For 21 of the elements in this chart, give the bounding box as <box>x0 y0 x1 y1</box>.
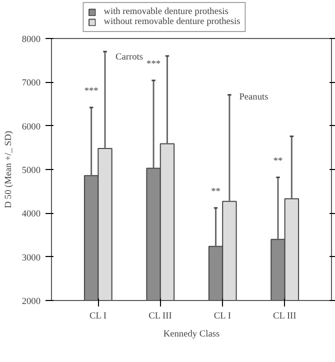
legend-label: with removable denture prothesis <box>104 7 228 17</box>
y-tick-label: 6000 <box>22 122 41 132</box>
x-axis-title: Kennedy Class <box>163 330 220 340</box>
annotation: Carrots <box>116 52 144 62</box>
y-tick-label: 8000 <box>22 35 41 45</box>
x-tick-label: CL I <box>214 312 231 322</box>
annotation: Peanuts <box>239 92 269 102</box>
annotation: *** <box>84 86 99 96</box>
x-tick-label: CL III <box>148 312 172 322</box>
y-tick-label: 2000 <box>22 297 41 307</box>
x-tick-label: CL III <box>273 312 296 322</box>
y-tick-label: 4000 <box>22 210 41 220</box>
y-tick-label: 3000 <box>22 253 41 264</box>
y-tick-label: 5000 <box>22 166 41 176</box>
annotation: *** <box>146 59 161 70</box>
annotation: ** <box>273 156 283 166</box>
legend-label: without removable denture prothesis <box>104 17 240 27</box>
y-axis-title: D 50 (Mean +/_ SD) <box>4 130 14 208</box>
annotation: ** <box>211 186 221 197</box>
x-tick-label: CL I <box>89 312 107 322</box>
y-tick-label: 7000 <box>22 78 41 89</box>
